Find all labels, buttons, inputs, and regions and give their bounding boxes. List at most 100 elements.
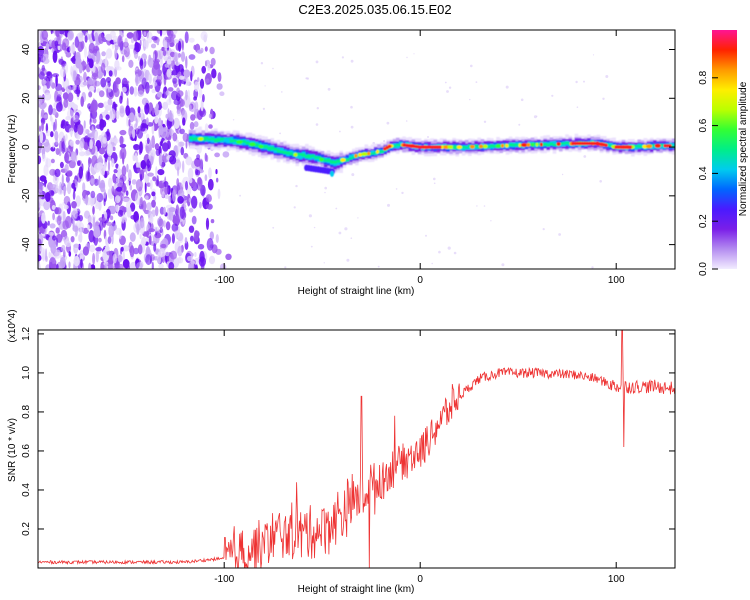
noise-blob (175, 204, 180, 218)
ridge-peak-strong (628, 145, 633, 149)
ridge-cell (279, 150, 284, 154)
noise-blob (189, 235, 195, 242)
ridge-cell (537, 143, 541, 146)
noise-blob (131, 179, 137, 185)
noise-blob (95, 247, 103, 252)
noise-blob (122, 80, 130, 85)
noise-speck (483, 120, 487, 124)
noise-blob (219, 91, 225, 96)
ridge-cell (565, 141, 569, 144)
noise-blob (54, 130, 59, 141)
noise-blob (162, 101, 169, 110)
ridge-cell (543, 143, 547, 146)
y-tick-label: 0.2 (21, 522, 32, 536)
noise-blob (66, 170, 73, 177)
noise-blob (63, 98, 69, 108)
ridge-peak (526, 142, 531, 147)
ridge-peak (223, 138, 230, 143)
noise-blob (181, 180, 186, 188)
noise-blob (151, 35, 158, 41)
y-tick-label: 0.8 (21, 405, 32, 419)
noise-blob (169, 250, 177, 260)
noise-blob (191, 215, 197, 225)
noise-blob (182, 132, 189, 142)
noise-blob (150, 149, 156, 157)
noise-blob (64, 163, 69, 173)
noise-blob (208, 124, 213, 129)
y-tick-label: 0 (21, 144, 32, 150)
ridge-cell (399, 144, 403, 147)
noise-blob (146, 158, 152, 172)
noise-blob (65, 85, 72, 93)
noise-speck (338, 231, 342, 235)
noise-blob (151, 261, 154, 269)
noise-blob (105, 33, 113, 41)
ridge-cell (348, 154, 353, 160)
noise-speck (315, 60, 319, 64)
ridge-cell (675, 145, 679, 147)
ridge-peak (531, 142, 535, 147)
noise-blob (80, 96, 84, 107)
noise-blob (137, 244, 143, 255)
noise-blob (89, 244, 96, 253)
noise-blob (61, 141, 66, 154)
noise-blob (117, 165, 120, 174)
noise-blob (129, 184, 133, 191)
noise-blob (190, 114, 196, 121)
noise-blob (114, 59, 120, 71)
ridge-cell (330, 160, 334, 164)
noise-blob (72, 190, 76, 200)
noise-blob (126, 180, 130, 187)
noise-blob (67, 92, 74, 103)
noise-speck (431, 262, 434, 265)
noise-blob (76, 133, 81, 140)
noise-speck (232, 119, 235, 121)
noise-blob (132, 128, 136, 139)
noise-blob (113, 169, 118, 174)
noise-blob (58, 30, 65, 35)
noise-speck (350, 59, 354, 63)
ridge-peak (440, 145, 445, 150)
noise-blob (162, 50, 167, 57)
noise-blob (64, 152, 69, 163)
noise-blob (58, 58, 65, 65)
noise-blob (55, 227, 60, 234)
noise-blob (145, 254, 152, 266)
noise-speck (501, 263, 505, 267)
noise-blob (91, 73, 99, 80)
noise-blob (204, 174, 208, 182)
noise-blob (191, 195, 198, 209)
noise-speck (583, 155, 587, 158)
noise-blob (117, 182, 125, 189)
ridge-peak (203, 137, 207, 142)
ridge-peak (376, 149, 379, 154)
noise-blob (171, 69, 178, 76)
noise-blob (167, 30, 174, 38)
noise-blob (104, 109, 108, 115)
noise-blob (172, 77, 178, 84)
ridge-peak (505, 143, 509, 148)
noise-blob (100, 131, 107, 143)
ridge-peak (539, 142, 543, 147)
noise-blob (52, 235, 57, 241)
noise-blob (210, 219, 215, 224)
noise-blob (155, 103, 159, 110)
noise-blob (38, 189, 43, 200)
noise-blob (162, 86, 168, 99)
ridge-cell (461, 145, 466, 149)
ridge-peak (214, 138, 221, 142)
noise-blob (178, 40, 182, 52)
noise-blob (130, 202, 136, 212)
ridge-cell (336, 159, 340, 163)
noise-blob (185, 78, 190, 86)
noise-blob (187, 167, 194, 180)
noise-blob (111, 221, 116, 227)
ridge-cell (546, 143, 550, 147)
noise-blob (73, 243, 80, 248)
noise-blob (149, 179, 153, 190)
noise-speck (272, 226, 275, 229)
ridge-cell (549, 142, 554, 146)
noise-blob (78, 222, 85, 234)
noise-blob (72, 114, 80, 123)
noise-blob (193, 121, 199, 128)
